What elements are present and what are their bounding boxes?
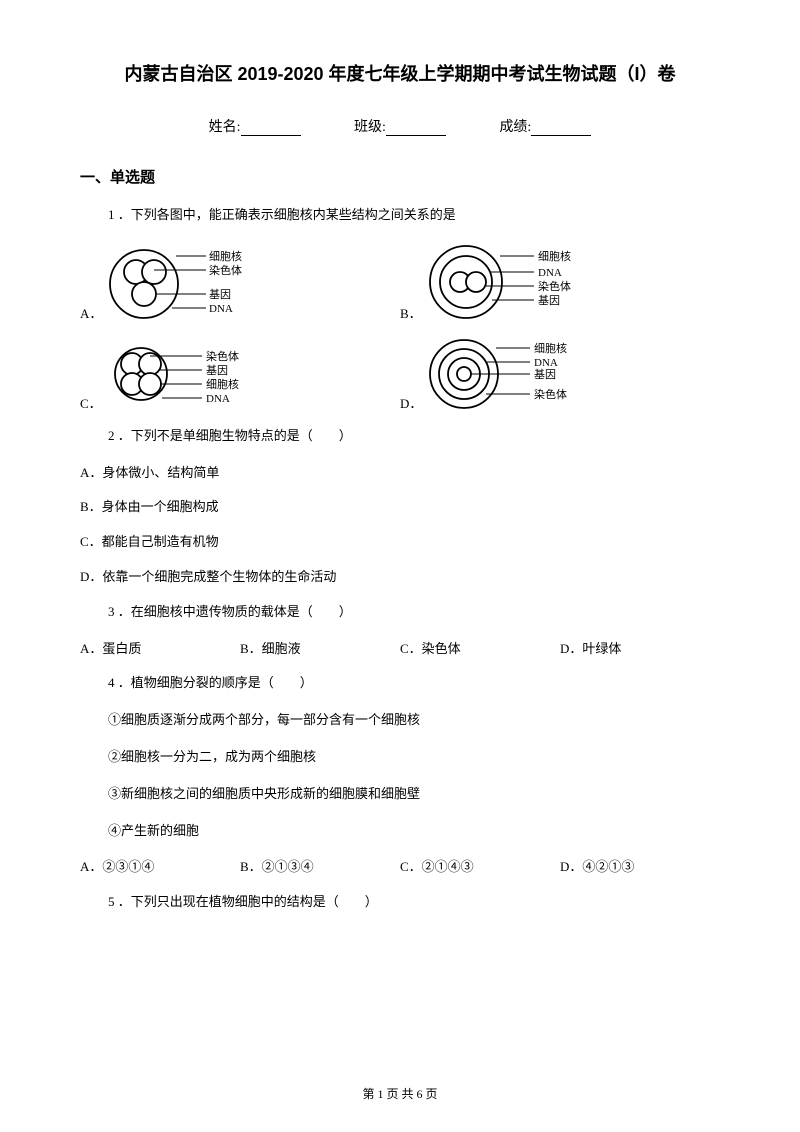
name-blank[interactable] bbox=[241, 120, 301, 136]
label-chromosome-d: 染色体 bbox=[534, 387, 567, 401]
q3-opt-b: B．细胞液 bbox=[240, 639, 400, 660]
q2-opt-c: C．都能自己制造有机物 bbox=[80, 532, 720, 553]
class-field: 班级: bbox=[354, 116, 446, 136]
name-field: 姓名: bbox=[209, 116, 301, 136]
page-title: 内蒙古自治区 2019-2020 年度七年级上学期期中考试生物试题（I）卷 bbox=[80, 60, 720, 86]
q4-s2: ②细胞核一分为二，成为两个细胞核 bbox=[108, 747, 720, 768]
question-3-text: 3 ．在细胞核中遗传物质的载体是（ ） bbox=[108, 602, 720, 623]
q1-diagram-b: 细胞核 DNA 染色体 基因 bbox=[426, 242, 606, 322]
class-label: 班级: bbox=[354, 120, 386, 135]
q3-options: A．蛋白质 B．细胞液 C．染色体 D．叶绿体 bbox=[80, 639, 720, 660]
q1-diagrams-row-1: A． 细胞核 染色体 基因 DNA B． 细胞核 DNA bbox=[80, 242, 720, 322]
q3-opt-c: C．染色体 bbox=[400, 639, 560, 660]
label-nucleus-c: 细胞核 bbox=[206, 377, 239, 391]
label-nucleus-a: 细胞核 bbox=[209, 249, 242, 263]
section-1-header: 一、单选题 bbox=[80, 166, 720, 187]
question-2-text: 2 ．下列不是单细胞生物特点的是（ ） bbox=[108, 426, 720, 447]
q1-option-d: D． 细胞核 DNA 基因 染色体 bbox=[400, 336, 720, 412]
label-nucleus-b: 细胞核 bbox=[538, 249, 571, 263]
label-gene-d: 基因 bbox=[534, 368, 556, 381]
label-gene-c: 基因 bbox=[206, 364, 228, 377]
label-dna-a: DNA bbox=[209, 303, 233, 315]
label-chromosome-c: 染色体 bbox=[206, 349, 239, 363]
student-info-row: 姓名: 班级: 成绩: bbox=[80, 116, 720, 136]
q2-opt-a: A．身体微小、结构简单 bbox=[80, 463, 720, 484]
q1-opt-d-label: D． bbox=[400, 393, 422, 412]
q3-opt-d: D．叶绿体 bbox=[560, 639, 720, 660]
q4-opt-b: B．②①③④ bbox=[240, 857, 400, 878]
label-dna-d: DNA bbox=[534, 357, 558, 369]
page-footer: 第 1 页 共 6 页 bbox=[0, 1085, 800, 1102]
label-gene-b: 基因 bbox=[538, 294, 560, 307]
label-dna-c: DNA bbox=[206, 393, 230, 405]
q4-s1: ①细胞质逐渐分成两个部分，每一部分含有一个细胞核 bbox=[108, 710, 720, 731]
label-gene-a: 基因 bbox=[209, 288, 231, 301]
q1-option-b: B． 细胞核 DNA 染色体 基因 bbox=[400, 242, 720, 322]
name-label: 姓名: bbox=[209, 120, 241, 135]
q4-s4: ④产生新的细胞 bbox=[108, 821, 720, 842]
q2-opt-d: D．依靠一个细胞完成整个生物体的生命活动 bbox=[80, 567, 720, 588]
q3-opt-a: A．蛋白质 bbox=[80, 639, 240, 660]
q4-opt-a: A．②③①④ bbox=[80, 857, 240, 878]
q1-diagram-c: 染色体 基因 细胞核 DNA bbox=[106, 344, 276, 412]
q1-opt-b-label: B． bbox=[400, 303, 422, 322]
q4-s3: ③新细胞核之间的细胞质中央形成新的细胞膜和细胞壁 bbox=[108, 784, 720, 805]
class-blank[interactable] bbox=[386, 120, 446, 136]
q1-option-c: C． 染色体 基因 细胞核 DNA bbox=[80, 344, 400, 412]
label-chromosome-a: 染色体 bbox=[209, 263, 242, 277]
q4-options: A．②③①④ B．②①③④ C．②①④③ D．④②①③ bbox=[80, 857, 720, 878]
q2-opt-b: B．身体由一个细胞构成 bbox=[80, 497, 720, 518]
q1-diagram-a: 细胞核 染色体 基因 DNA bbox=[106, 246, 276, 322]
score-field: 成绩: bbox=[499, 116, 591, 136]
score-blank[interactable] bbox=[531, 120, 591, 136]
label-dna-b: DNA bbox=[538, 267, 562, 279]
label-nucleus-d: 细胞核 bbox=[534, 341, 567, 355]
q4-opt-d: D．④②①③ bbox=[560, 857, 720, 878]
q1-diagrams-row-2: C． 染色体 基因 细胞核 DNA D． 细胞核 DNA bbox=[80, 336, 720, 412]
score-label: 成绩: bbox=[499, 120, 531, 135]
q1-opt-a-label: A． bbox=[80, 303, 102, 322]
question-1-text: 1 ．下列各图中，能正确表示细胞核内某些结构之间关系的是 bbox=[108, 205, 720, 226]
q1-option-a: A． 细胞核 染色体 基因 DNA bbox=[80, 246, 400, 322]
q1-diagram-d: 细胞核 DNA 基因 染色体 bbox=[426, 336, 606, 412]
question-4-text: 4 ．植物细胞分裂的顺序是（ ） bbox=[108, 673, 720, 694]
question-5-text: 5 ．下列只出现在植物细胞中的结构是（ ） bbox=[108, 892, 720, 913]
q4-opt-c: C．②①④③ bbox=[400, 857, 560, 878]
q1-opt-c-label: C． bbox=[80, 393, 102, 412]
label-chromosome-b: 染色体 bbox=[538, 279, 571, 293]
